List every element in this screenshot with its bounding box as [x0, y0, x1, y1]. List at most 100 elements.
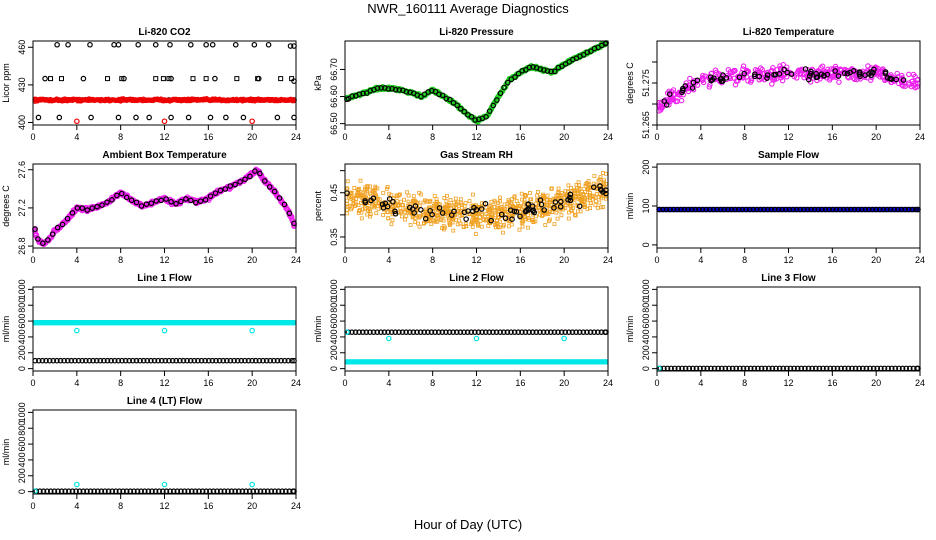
series-2: [344, 183, 609, 224]
plot-frame: [344, 286, 609, 372]
data-point: [267, 357, 274, 364]
data-point: [109, 197, 115, 203]
data-point: [232, 181, 238, 188]
data-point: [149, 488, 155, 495]
data-point: [555, 204, 560, 209]
data-point: [547, 329, 554, 335]
series-2: [656, 206, 921, 213]
data-point: [87, 488, 94, 495]
x-tick-label: 0: [342, 255, 347, 265]
data-point: [386, 196, 393, 202]
data-point: [161, 481, 168, 488]
series-2: [661, 66, 907, 108]
data-point: [209, 357, 216, 364]
data-point: [711, 75, 717, 81]
data-point: [836, 79, 842, 85]
series-group: [656, 206, 921, 213]
data-point: [604, 196, 608, 201]
data-point: [486, 329, 493, 335]
data-point: [658, 107, 664, 113]
y-tick-label: 800: [17, 421, 27, 436]
data-point: [232, 41, 239, 48]
data-point: [479, 224, 484, 229]
data-point: [850, 75, 857, 82]
data-point: [591, 329, 597, 335]
data-point: [266, 184, 273, 190]
data-point: [439, 92, 446, 99]
data-point: [558, 198, 564, 205]
data-point: [281, 357, 288, 364]
data-point: [265, 41, 272, 48]
data-point: [138, 203, 145, 209]
series-2: [32, 168, 297, 247]
data-point: [572, 189, 576, 194]
data-point: [501, 84, 507, 91]
data-point: [234, 357, 241, 364]
data-point: [804, 73, 811, 80]
page-title: NWR_160111 Average Diagnostics: [367, 1, 569, 16]
data-point: [865, 63, 871, 69]
data-point: [490, 102, 497, 109]
data-point: [287, 43, 294, 49]
data-point: [354, 193, 359, 198]
data-point: [501, 207, 506, 212]
data-point: [152, 41, 159, 48]
data-point: [363, 329, 370, 335]
data-point: [580, 51, 587, 58]
data-point: [443, 329, 449, 335]
data-point: [569, 185, 573, 190]
data-point: [544, 329, 550, 335]
data-point: [686, 85, 693, 91]
series-3: [32, 96, 297, 104]
y-tick-label: 66.70: [329, 58, 339, 81]
data-point: [551, 329, 558, 335]
data-point: [35, 236, 41, 242]
data-point: [403, 329, 409, 335]
x-tick-label: 8: [742, 132, 747, 142]
data-point: [160, 488, 166, 495]
data-point: [366, 194, 371, 199]
data-point: [279, 488, 285, 495]
data-point: [786, 206, 793, 213]
data-point: [840, 206, 847, 213]
data-point: [153, 76, 159, 82]
data-point: [64, 215, 71, 222]
data-point: [352, 329, 359, 335]
data-point: [694, 77, 701, 84]
data-point: [231, 357, 237, 364]
data-point: [385, 86, 392, 92]
data-point: [40, 488, 47, 495]
data-point: [801, 206, 807, 213]
data-point: [682, 83, 689, 89]
data-point: [99, 202, 105, 208]
data-point: [902, 83, 909, 89]
data-point: [54, 41, 60, 48]
data-point: [835, 73, 842, 79]
data-point: [757, 206, 764, 213]
data-point: [555, 216, 560, 221]
data-point: [876, 206, 883, 213]
data-point: [498, 219, 503, 224]
data-point: [439, 210, 446, 216]
data-point: [378, 329, 384, 335]
data-point: [578, 187, 583, 191]
data-point: [436, 205, 443, 211]
data-point: [486, 108, 493, 114]
data-point: [482, 329, 489, 335]
data-point: [254, 488, 260, 495]
data-point: [108, 357, 114, 364]
data-point: [448, 203, 453, 208]
data-point: [459, 197, 463, 202]
data-point: [183, 196, 189, 202]
data-point: [109, 488, 116, 495]
x-tick-label: 0: [654, 255, 659, 265]
x-tick-label: 0: [30, 501, 35, 511]
data-point: [61, 357, 67, 364]
data-point: [84, 207, 91, 213]
data-point: [492, 213, 497, 218]
x-tick-label: 8: [430, 255, 435, 265]
data-point: [743, 206, 749, 213]
y-tick-label: 800: [17, 298, 27, 313]
